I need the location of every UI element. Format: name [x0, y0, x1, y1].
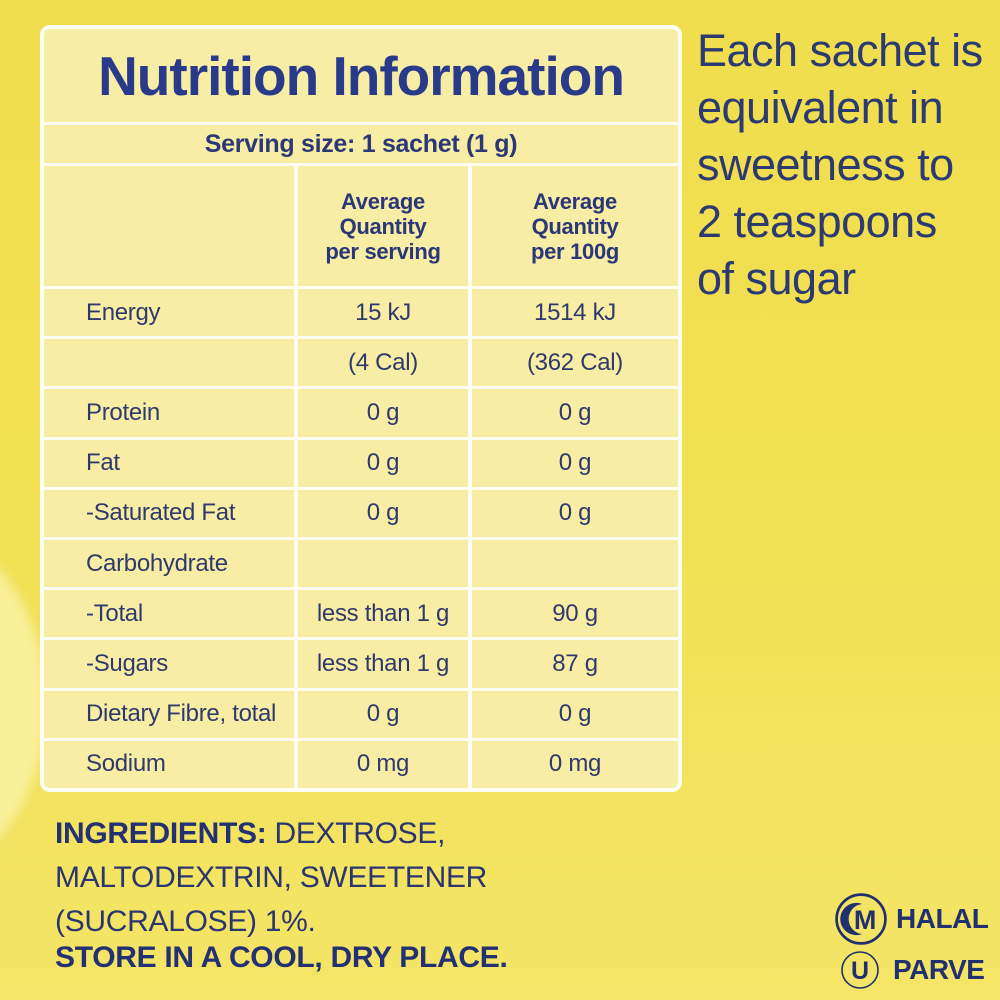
- nutrient-label: Protein: [86, 399, 160, 426]
- kosher-u-icon: U: [841, 951, 879, 989]
- svg-text:U: U: [851, 957, 869, 985]
- panel-title-row: Nutrition Information: [44, 29, 678, 122]
- per-serving-value: 0 g: [294, 389, 468, 437]
- ingredients-line: (SUCRALOSE) 1%.: [55, 905, 316, 938]
- per-serving-value: less than 1 g: [294, 590, 468, 638]
- panel-title: Nutrition Information: [98, 44, 625, 107]
- ingredients-label: INGREDIENTS:: [55, 817, 267, 850]
- nutrition-panel: Nutrition Information Serving size: 1 sa…: [40, 25, 682, 792]
- per-100g-value: 0 mg: [468, 740, 678, 788]
- table-row-protein: Protein 0 g 0 g: [44, 386, 678, 437]
- nutrient-label: Dietary Fibre, total: [86, 700, 277, 728]
- table-row-fat: Fat 0 g 0 g: [44, 436, 678, 487]
- table-row-sugars: -Sugars less than 1 g 87 g: [44, 637, 678, 688]
- header-line: Average: [533, 188, 617, 214]
- nutrient-label: Energy: [86, 298, 161, 326]
- table-row-sodium: Sodium 0 mg 0 mg: [44, 737, 678, 788]
- nutrient-label: [44, 339, 294, 386]
- table-row-saturated-fat: -Saturated Fat 0 g 0 g: [44, 486, 678, 538]
- certification-marks: M HALAL U PARVE: [834, 892, 994, 993]
- nutrient-label: -Total: [86, 599, 143, 627]
- ingredients-line: INGREDIENTS: DEXTROSE,: [55, 812, 615, 856]
- per-100g-value: 90 g: [468, 590, 678, 638]
- halal-mark: M HALAL: [834, 892, 994, 946]
- table-row-calories: (4 Cal) (362 Cal): [44, 336, 678, 387]
- per-serving-value: (4 Cal): [294, 339, 468, 387]
- sweetness-note-line: sweetness to: [697, 139, 954, 190]
- header-blank-cell: [44, 166, 294, 286]
- header-line: Quantity: [531, 213, 619, 239]
- parve-mark: U PARVE: [834, 947, 994, 993]
- per-100g-value: [468, 540, 678, 588]
- halal-crescent-m-icon: M: [835, 893, 887, 945]
- header-line: per 100g: [530, 238, 620, 264]
- header-line: Average: [341, 188, 425, 214]
- storage-instruction: STORE IN A COOL, DRY PLACE.: [55, 941, 508, 974]
- sweetness-note-line: Each sachet is: [697, 25, 983, 76]
- per-serving-value: 0 g: [294, 439, 468, 487]
- header-per-serving: Average Quantity per serving: [294, 166, 468, 286]
- per-serving-value: 0 g: [294, 690, 468, 738]
- per-100g-value: (362 Cal): [468, 339, 678, 387]
- nutrient-label: -Saturated Fat: [86, 499, 236, 527]
- nutrient-label: Carbohydrate: [86, 549, 228, 577]
- per-serving-value: 0 g: [294, 489, 468, 538]
- parve-label: PARVE: [893, 954, 985, 985]
- per-100g-value: 1514 kJ: [468, 289, 678, 337]
- per-serving-value: [294, 540, 468, 588]
- per-100g-value: 0 g: [468, 439, 678, 487]
- per-100g-value: 87 g: [468, 640, 678, 688]
- per-100g-value: 0 g: [468, 389, 678, 437]
- header-line: Quantity: [339, 213, 427, 239]
- per-serving-value: 0 mg: [294, 740, 468, 788]
- per-serving-value: less than 1 g: [294, 640, 468, 688]
- header-line: per serving: [325, 238, 441, 264]
- nutrient-label: Sodium: [86, 750, 166, 778]
- sweetness-note-line: equivalent in: [697, 82, 944, 133]
- halal-label: HALAL: [896, 903, 989, 934]
- serving-size: Serving size: 1 sachet (1 g): [44, 122, 678, 163]
- ingredients-line: MALTODEXTRIN, SWEETENER: [55, 861, 488, 894]
- table-header-row: Average Quantity per serving Average Qua…: [44, 163, 678, 286]
- svg-text:M: M: [854, 905, 877, 935]
- table-row-dietary-fibre: Dietary Fibre, total 0 g 0 g: [44, 687, 678, 738]
- ingredients-line-rest: DEXTROSE,: [266, 817, 446, 850]
- per-serving-value: 15 kJ: [294, 289, 468, 337]
- per-100g-value: 0 g: [468, 690, 678, 738]
- sweetness-note-line: of sugar: [697, 253, 856, 304]
- header-per-100g: Average Quantity per 100g: [468, 166, 678, 286]
- table-row-carb-total: -Total less than 1 g 90 g: [44, 587, 678, 638]
- table-row-energy: Energy 15 kJ 1514 kJ: [44, 286, 678, 337]
- table-row-carbohydrate: Carbohydrate: [44, 537, 678, 588]
- ingredients-text: INGREDIENTS: DEXTROSE, MALTODEXTRIN, SWE…: [55, 812, 615, 944]
- per-100g-value: 0 g: [468, 489, 678, 538]
- nutrient-label: -Sugars: [86, 650, 168, 678]
- nutrient-label: Fat: [86, 449, 120, 477]
- sweetness-note-line: 2 teaspoons: [697, 196, 937, 247]
- sweetness-note: Each sachet is equivalent in sweetness t…: [697, 22, 997, 307]
